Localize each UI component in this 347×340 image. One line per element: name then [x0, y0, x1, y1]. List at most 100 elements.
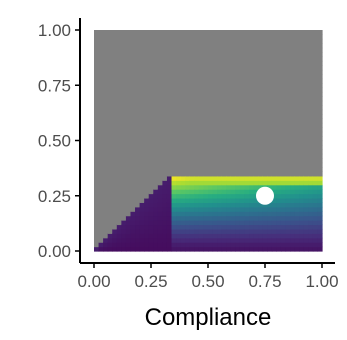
- x-tick-label: 0.25: [134, 272, 167, 291]
- heatmap-cell: [276, 69, 282, 75]
- heatmap-cell: [125, 246, 132, 252]
- heatmap-cell: [258, 122, 264, 128]
- heatmap-cell: [135, 171, 141, 177]
- heatmap-cell: [130, 171, 136, 177]
- heatmap-cell: [303, 136, 309, 142]
- heatmap-cell: [166, 60, 173, 66]
- heatmap-cell: [144, 162, 150, 168]
- heatmap-cell: [125, 184, 132, 190]
- heatmap-cell: [280, 113, 287, 119]
- heatmap-cell: [203, 74, 209, 80]
- heatmap-cell: [239, 91, 246, 97]
- heatmap-cell: [125, 30, 132, 36]
- heatmap-cell: [198, 69, 205, 75]
- heatmap-cell: [226, 144, 232, 150]
- heatmap-cell: [303, 87, 309, 93]
- heatmap-cell: [212, 202, 218, 208]
- heatmap-cell: [226, 167, 232, 173]
- heatmap-cell: [121, 220, 127, 226]
- heatmap-cell: [125, 131, 132, 137]
- heatmap-cell: [180, 184, 186, 190]
- heatmap-cell: [153, 211, 159, 217]
- heatmap-cell: [262, 100, 268, 106]
- heatmap-cell: [94, 105, 100, 111]
- heatmap-cell: [153, 131, 159, 137]
- heatmap-cell: [249, 184, 255, 190]
- heatmap-cell: [212, 153, 218, 159]
- heatmap-cell: [226, 224, 232, 230]
- heatmap-cell: [153, 202, 159, 208]
- heatmap-cell: [112, 167, 118, 173]
- heatmap-cell: [221, 215, 227, 221]
- heatmap-cell: [212, 122, 218, 128]
- heatmap-cell: [280, 149, 287, 155]
- heatmap-cell: [157, 193, 163, 199]
- heatmap-cell: [239, 60, 246, 66]
- heatmap-cell: [294, 109, 300, 115]
- heatmap-cell: [121, 52, 127, 58]
- heatmap-cell: [194, 242, 200, 248]
- heatmap-cell: [194, 211, 200, 217]
- heatmap-cell: [253, 206, 259, 212]
- heatmap-cell: [312, 144, 319, 150]
- heatmap-cell: [107, 47, 113, 53]
- heatmap-cell: [203, 197, 209, 203]
- heatmap-cell: [144, 175, 150, 181]
- heatmap-cell: [139, 220, 145, 226]
- heatmap-cell: [271, 83, 277, 89]
- heatmap-cell: [194, 52, 200, 58]
- heatmap-cell: [230, 175, 236, 181]
- heatmap-cell: [230, 237, 236, 243]
- heatmap-cell: [276, 197, 282, 203]
- heatmap-cell: [226, 206, 232, 212]
- heatmap-cell: [226, 83, 232, 89]
- heatmap-cell: [203, 153, 209, 159]
- heatmap-cell: [98, 131, 104, 137]
- heatmap-cell: [280, 131, 287, 137]
- heatmap-cell: [98, 100, 104, 106]
- heatmap-cell: [208, 78, 214, 84]
- heatmap-cell: [262, 153, 268, 159]
- heatmap-cell: [271, 220, 277, 226]
- heatmap-cell: [212, 52, 218, 58]
- heatmap-cell: [290, 74, 296, 80]
- heatmap-cell: [221, 224, 227, 230]
- heatmap-cell: [162, 184, 168, 190]
- heatmap-cell: [253, 167, 259, 173]
- heatmap-cell: [116, 52, 122, 58]
- heatmap-cell: [285, 228, 291, 234]
- heatmap-cell: [276, 237, 282, 243]
- heatmap-cell: [276, 246, 282, 252]
- heatmap-cell: [121, 193, 127, 199]
- heatmap-cell: [162, 105, 168, 111]
- heatmap-cell: [135, 224, 141, 230]
- heatmap-cell: [317, 65, 323, 71]
- heatmap-cell: [253, 105, 259, 111]
- heatmap-cell: [253, 158, 259, 164]
- heatmap-cell: [153, 83, 159, 89]
- heatmap-cell: [189, 211, 195, 217]
- heatmap-cell: [217, 136, 223, 142]
- heatmap-cell: [208, 91, 214, 97]
- heatmap-cell: [299, 136, 305, 142]
- heatmap-cell: [189, 144, 195, 150]
- heatmap-cell: [280, 65, 287, 71]
- heatmap-cell: [244, 167, 250, 173]
- heatmap-cell: [271, 228, 277, 234]
- heatmap-cell: [208, 158, 214, 164]
- heatmap-cell: [107, 215, 113, 221]
- heatmap-cell: [239, 144, 246, 150]
- heatmap-cell: [171, 206, 177, 212]
- heatmap-cell: [312, 237, 319, 243]
- heatmap-cell: [249, 220, 255, 226]
- heatmap-cell: [303, 60, 309, 66]
- heatmap-cell: [176, 113, 182, 119]
- heatmap-cell: [212, 224, 218, 230]
- heatmap-cell: [185, 162, 191, 168]
- heatmap-cell: [217, 220, 223, 226]
- heatmap-cell: [130, 47, 136, 53]
- heatmap-cell: [217, 60, 223, 66]
- heatmap-cell: [148, 109, 154, 115]
- heatmap-cell: [139, 242, 145, 248]
- heatmap-cell: [144, 206, 150, 212]
